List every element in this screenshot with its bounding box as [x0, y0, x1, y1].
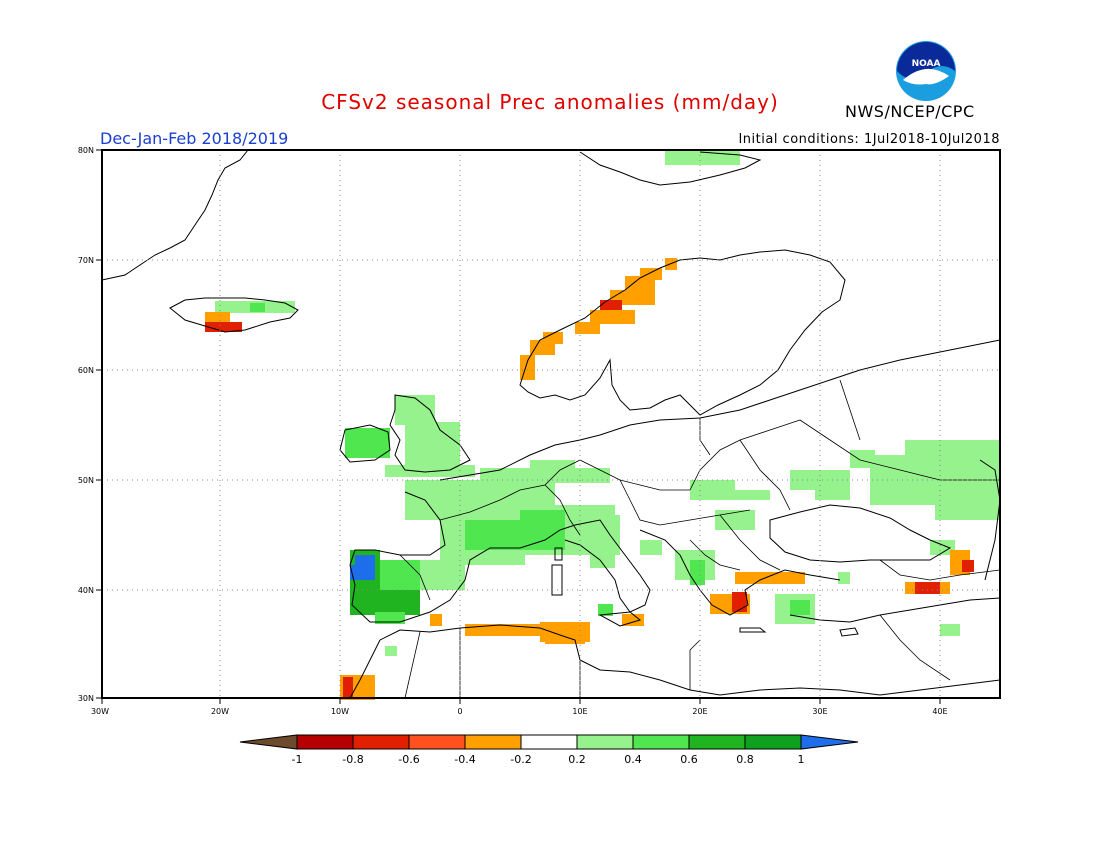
colorbar-label: -0.2: [510, 753, 531, 766]
agency-label: NWS/NCEP/CPC: [845, 102, 975, 121]
colorbar-bin: [352, 734, 410, 750]
colorbar-low-arrow: [239, 734, 298, 750]
colorbar-bin: [296, 734, 354, 750]
lon-tick-0: 0: [457, 707, 462, 716]
colorbar-bin: [688, 734, 746, 750]
lon-tick-10w: 10W: [331, 707, 349, 716]
lat-tick-70n: 70N: [78, 256, 94, 265]
lat-tick-80n: 80N: [78, 146, 94, 155]
colorbar-label: -0.6: [398, 753, 419, 766]
lat-tick-40n: 40N: [78, 586, 94, 595]
noaa-logo-icon: NOAA: [896, 41, 956, 101]
colorbar-label: 1: [798, 753, 805, 766]
lon-tick-30e: 30E: [812, 707, 827, 716]
country-borders: [399, 379, 1001, 699]
coastlines: [101, 149, 1001, 699]
map-frame: [101, 149, 1001, 699]
lon-tick-20e: 20E: [692, 707, 707, 716]
lat-tick-50n: 50N: [78, 476, 94, 485]
colorbar-label: -1: [292, 753, 303, 766]
chart-title: CFSv2 seasonal Prec anomalies (mm/day): [321, 90, 779, 114]
lat-tick-30n: 30N: [78, 694, 94, 703]
initial-conditions-label: Initial conditions: 1Jul2018-10Jul2018: [738, 132, 1000, 147]
colorbar-label: -0.4: [454, 753, 475, 766]
season-label: Dec-Jan-Feb 2018/2019: [100, 129, 289, 148]
lon-tick-20w: 20W: [211, 707, 229, 716]
colorbar-bin: [632, 734, 690, 750]
colorbar-high-arrow: [800, 734, 859, 750]
colorbar: [239, 734, 859, 750]
lat-tick-60n: 60N: [78, 366, 94, 375]
lon-tick-30w: 30W: [91, 707, 109, 716]
gridlines: [102, 150, 1000, 698]
lon-tick-40e: 40E: [932, 707, 947, 716]
colorbar-bin: [744, 734, 802, 750]
lon-tick-10e: 10E: [572, 707, 587, 716]
colorbar-label: 0.8: [736, 753, 754, 766]
colorbar-label: -0.8: [342, 753, 363, 766]
colorbar-label: 0.2: [568, 753, 586, 766]
colorbar-bin: [408, 734, 466, 750]
anomaly-shading: [205, 150, 1000, 700]
colorbar-bin: [576, 734, 634, 750]
colorbar-label: 0.6: [680, 753, 698, 766]
logo-text: NOAA: [912, 59, 941, 69]
colorbar-bin: [464, 734, 522, 750]
colorbar-bin: [520, 734, 578, 750]
tick-marks: [96, 149, 941, 704]
colorbar-label: 0.4: [624, 753, 642, 766]
